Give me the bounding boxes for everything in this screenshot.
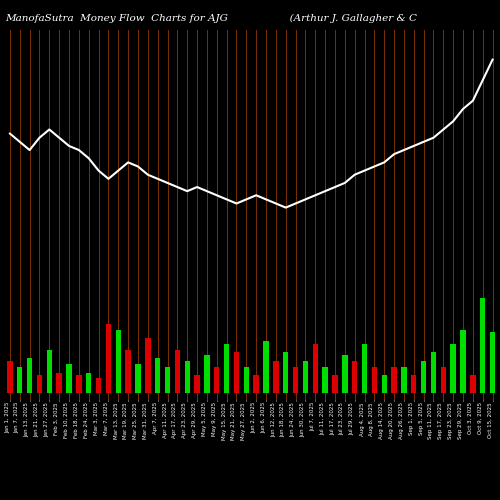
Bar bbox=[254, 376, 259, 392]
Bar bbox=[96, 378, 102, 392]
Bar bbox=[66, 364, 71, 392]
Bar bbox=[431, 352, 436, 393]
Bar bbox=[352, 361, 358, 392]
Bar bbox=[450, 344, 456, 393]
Bar bbox=[322, 367, 328, 392]
Bar bbox=[37, 376, 42, 392]
Bar bbox=[470, 376, 476, 392]
Bar bbox=[234, 352, 239, 393]
Bar bbox=[460, 330, 466, 392]
Bar bbox=[401, 367, 406, 392]
Bar bbox=[302, 361, 308, 392]
Bar bbox=[273, 361, 278, 392]
Bar bbox=[264, 341, 268, 392]
Bar bbox=[214, 367, 220, 392]
Text: ManofaSutra  Money Flow  Charts for AJG                   (Arthur J. Gallagher &: ManofaSutra Money Flow Charts for AJG (A… bbox=[5, 14, 417, 22]
Bar bbox=[411, 376, 416, 392]
Bar bbox=[136, 364, 140, 392]
Bar bbox=[27, 358, 32, 392]
Bar bbox=[293, 367, 298, 392]
Bar bbox=[480, 298, 486, 392]
Bar bbox=[184, 361, 190, 392]
Bar bbox=[194, 376, 200, 392]
Bar bbox=[382, 376, 387, 392]
Bar bbox=[56, 372, 62, 392]
Bar bbox=[392, 367, 397, 392]
Bar bbox=[7, 361, 12, 392]
Bar bbox=[244, 367, 249, 392]
Bar bbox=[440, 367, 446, 392]
Bar bbox=[342, 356, 347, 393]
Bar bbox=[372, 367, 377, 392]
Bar bbox=[224, 344, 230, 393]
Bar bbox=[165, 367, 170, 392]
Bar bbox=[174, 350, 180, 393]
Bar bbox=[46, 350, 52, 393]
Bar bbox=[126, 350, 131, 393]
Bar bbox=[204, 356, 210, 393]
Bar bbox=[116, 330, 121, 392]
Bar bbox=[76, 376, 82, 392]
Bar bbox=[283, 352, 288, 393]
Bar bbox=[490, 332, 496, 392]
Bar bbox=[312, 344, 318, 393]
Bar bbox=[145, 338, 150, 392]
Bar bbox=[332, 376, 338, 392]
Bar bbox=[362, 344, 367, 393]
Bar bbox=[155, 358, 160, 392]
Bar bbox=[17, 367, 22, 392]
Bar bbox=[86, 372, 92, 392]
Bar bbox=[106, 324, 111, 392]
Bar bbox=[421, 361, 426, 392]
